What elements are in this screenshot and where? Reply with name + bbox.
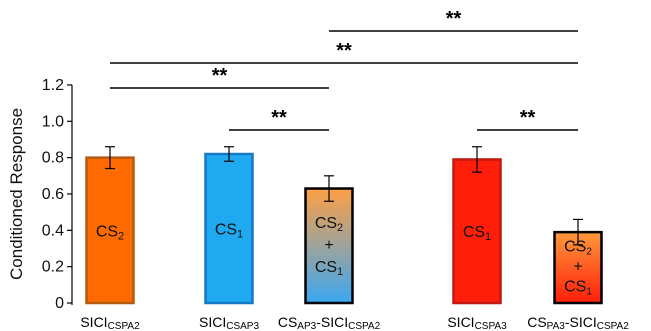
bar-inside-label: CS1 — [215, 222, 243, 241]
bar-group: CS1 — [452, 146, 502, 305]
bar — [85, 156, 135, 305]
significance-bracket: ** — [477, 107, 578, 131]
bar-inside-label: + — [573, 259, 582, 276]
bar — [304, 187, 354, 305]
bar-group: CS2 + CS1 — [304, 175, 354, 305]
bar-group: CS1 — [204, 146, 254, 305]
x-category-label: SICICSPA3 — [447, 314, 507, 331]
significance-bracket: ** — [329, 8, 578, 32]
x-category-label: SICICSPA2 — [80, 314, 140, 331]
bar-inside-label: + — [324, 237, 333, 254]
significance-label: ** — [212, 65, 228, 87]
significance-bracket: ** — [110, 65, 329, 89]
category-labels: SICICSPA2 SICICSAP3 CSAP3-SICICSPA2 SICICSP… — [80, 314, 629, 331]
x-category-label: CSPA3-SICICSPA2 — [527, 314, 629, 331]
y-tick-label: 0.8 — [42, 150, 64, 167]
y-tick-label: 0.2 — [42, 259, 64, 276]
bar-group: CS2 — [85, 146, 135, 305]
bar-inside-label: CS1 — [315, 259, 343, 278]
bar-inside-label: CS2 — [564, 239, 592, 258]
x-category-label: CSAP3-SICICSPA2 — [278, 314, 381, 331]
bar-inside-label: CS1 — [463, 224, 491, 243]
y-tick-label: 1.2 — [42, 77, 64, 94]
significance-bracket: ** — [110, 40, 578, 64]
y-axis-title: Conditioned Response — [7, 108, 26, 280]
significance-label: ** — [520, 107, 536, 129]
significance-brackets: ** ** ** ** ** — [110, 8, 578, 131]
y-tick-label: 0.6 — [42, 186, 64, 203]
bar-group: CS2+ CS1 — [553, 218, 603, 305]
y-tick-label: 0 — [55, 295, 64, 312]
y-tick-label: 0.4 — [42, 222, 64, 239]
bar-inside-label: CS2 — [96, 223, 124, 242]
significance-bracket: ** — [229, 107, 329, 131]
significance-label: ** — [446, 8, 462, 30]
bar-inside-label: CS1 — [564, 279, 592, 298]
significance-label: ** — [271, 107, 287, 129]
x-category-label: SICICSAP3 — [199, 314, 259, 331]
bar-inside-label: CS2 — [315, 215, 343, 234]
significance-label: ** — [336, 40, 352, 62]
y-axis: 0 0.2 0.4 0.6 0.8 1.0 1.2 — [42, 77, 73, 312]
y-tick-label: 1.0 — [42, 113, 64, 130]
